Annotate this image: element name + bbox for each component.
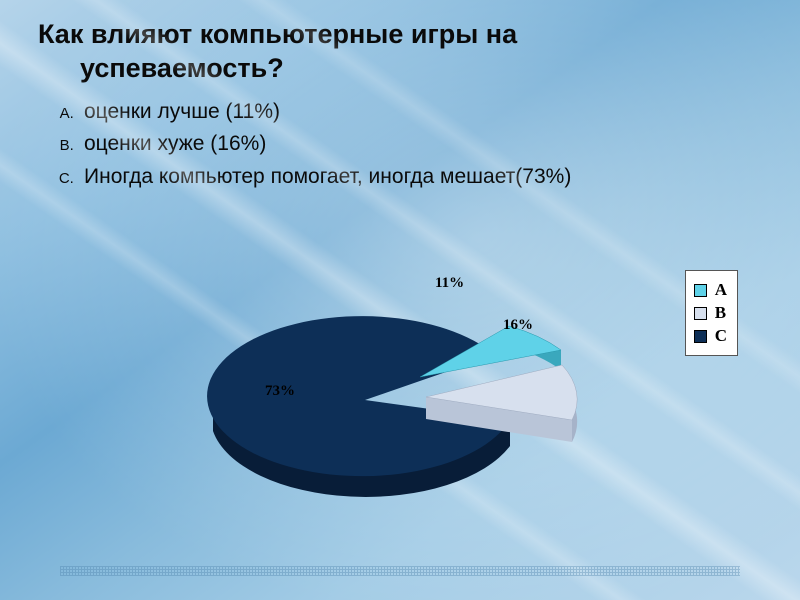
legend-label-a: A (715, 280, 727, 300)
swatch-c (694, 330, 707, 343)
pie-chart: 11% 16% 73% (150, 255, 670, 525)
legend-item-a: A (694, 280, 727, 300)
legend-label-c: C (715, 326, 727, 346)
title-line-2: успеваемость? (38, 52, 752, 86)
legend-label-b: B (715, 303, 726, 323)
slice-label-c: 73% (265, 383, 295, 400)
legend: A B C (685, 270, 738, 356)
slide-title: Как влияют компьютерные игры на успеваем… (38, 18, 752, 86)
title-line-1: Как влияют компьютерные игры на (38, 19, 517, 49)
swatch-b (694, 307, 707, 320)
option-a: оценки лучше (11%) (78, 96, 752, 129)
slice-label-a: 11% (435, 275, 464, 292)
legend-item-b: B (694, 303, 727, 323)
options-list: оценки лучше (11%) оценки хуже (16%) Ино… (38, 96, 752, 194)
option-b: оценки хуже (16%) (78, 128, 752, 161)
option-c: Иногда компьютер помогает, иногда мешает… (78, 161, 752, 194)
slide: Как влияют компьютерные игры на успеваем… (0, 0, 800, 600)
swatch-a (694, 284, 707, 297)
legend-item-c: C (694, 326, 727, 346)
slice-label-b: 16% (503, 317, 533, 334)
